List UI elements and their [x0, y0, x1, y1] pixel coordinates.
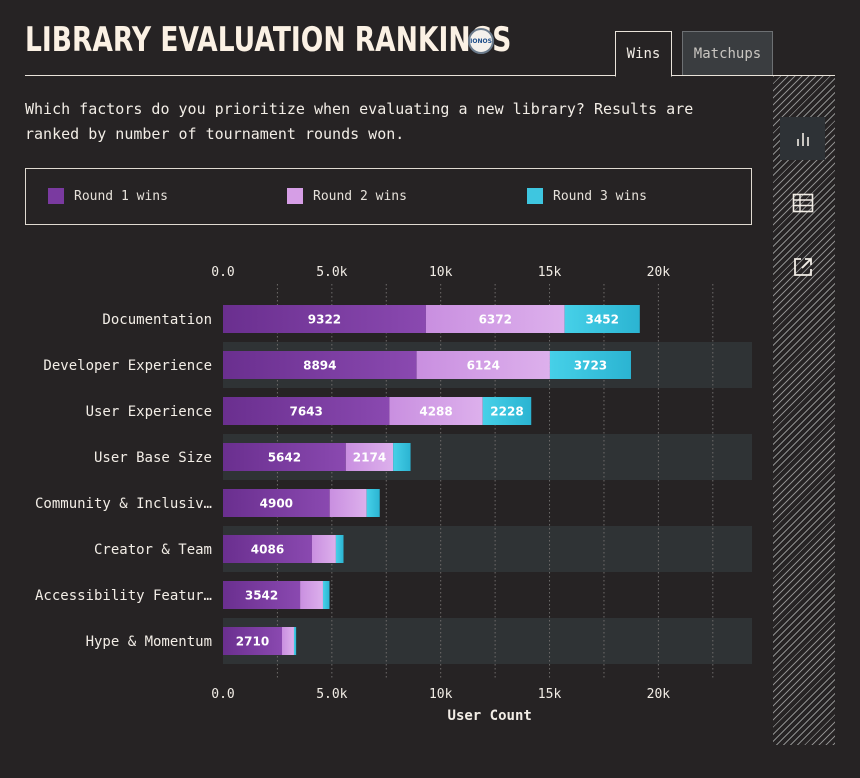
- ionos-logo: IONOS: [468, 28, 494, 54]
- bar-segment-round3: [322, 581, 330, 609]
- legend-item-round3: Round 3 wins: [527, 188, 647, 204]
- tab-matchups[interactable]: Matchups: [682, 31, 773, 75]
- legend-label-round2: Round 2 wins: [313, 188, 407, 204]
- open-external-button[interactable]: [780, 245, 825, 288]
- table-view-button[interactable]: [780, 181, 825, 224]
- x-tick-label-top: 0.0: [211, 265, 234, 280]
- chart-view-button[interactable]: [780, 117, 825, 160]
- bar-segment-round3: [549, 351, 631, 379]
- data-label: 3542: [245, 589, 278, 603]
- data-label: 5642: [268, 451, 301, 465]
- data-label: 8894: [303, 359, 336, 373]
- data-label: 2174: [353, 451, 386, 465]
- data-label: 4086: [251, 543, 284, 557]
- category-label: Hype & Momentum: [86, 634, 212, 650]
- bar-segment-round1: [223, 351, 417, 379]
- bar-segment-round2: [300, 581, 323, 609]
- data-label: 3723: [574, 359, 607, 373]
- bar-segment-round3: [293, 627, 297, 655]
- page-title: LIBRARY EVALUATION RANKINGS: [25, 20, 512, 60]
- title-divider: [25, 75, 835, 76]
- chart-legend: Round 1 wins Round 2 wins Round 3 wins: [25, 168, 752, 225]
- category-label: Creator & Team: [94, 542, 212, 558]
- data-label: 4288: [419, 405, 452, 419]
- bar-segment-round2: [416, 351, 550, 379]
- bar-segment-round2: [281, 627, 294, 655]
- bar-segment-round1: [223, 535, 312, 563]
- sidebar-panel: [773, 76, 835, 745]
- x-tick-label-bottom: 0.0: [211, 687, 234, 702]
- bar-segment-round1: [223, 627, 282, 655]
- bar-segment-round3: [482, 397, 532, 425]
- x-tick-label-bottom: 20k: [647, 687, 671, 702]
- data-label: 2710: [236, 635, 269, 649]
- category-label: User Base Size: [94, 450, 212, 466]
- category-label: Developer Experience: [43, 358, 212, 374]
- bar-segment-round1: [223, 397, 390, 425]
- data-label: 6372: [479, 313, 512, 327]
- bar-segment-round2: [345, 443, 394, 471]
- x-tick-label-bottom: 10k: [429, 687, 453, 702]
- bar-segment-round3: [366, 489, 380, 517]
- bar-segment-round2: [329, 489, 367, 517]
- legend-swatch-round2: [287, 188, 303, 204]
- data-label: 4900: [260, 497, 293, 511]
- bar-segment-round2: [425, 305, 565, 333]
- bar-segment-round3: [393, 443, 411, 471]
- category-label: User Experience: [86, 404, 212, 420]
- x-tick-label-bottom: 5.0k: [316, 687, 347, 702]
- category-label: Accessibility Featur…: [35, 588, 212, 604]
- x-tick-label-top: 5.0k: [316, 265, 347, 280]
- x-tick-label-bottom: 15k: [538, 687, 562, 702]
- legend-label-round3: Round 3 wins: [553, 188, 647, 204]
- x-tick-label-top: 10k: [429, 265, 453, 280]
- tab-wins[interactable]: Wins: [615, 31, 672, 77]
- bar-segment-round2: [389, 397, 483, 425]
- bar-segment-round3: [564, 305, 640, 333]
- data-label: 6124: [467, 359, 500, 373]
- data-label: 7643: [289, 405, 322, 419]
- legend-swatch-round1: [48, 188, 64, 204]
- intro-text: Which factors do you prioritize when eva…: [25, 100, 694, 143]
- legend-swatch-round3: [527, 188, 543, 204]
- bar-segment-round1: [223, 581, 301, 609]
- x-tick-label-top: 15k: [538, 265, 562, 280]
- bar-chart-icon: [796, 132, 809, 146]
- row-band: [223, 618, 752, 664]
- data-label: 3452: [586, 313, 619, 327]
- legend-item-round2: Round 2 wins: [287, 188, 407, 204]
- bar-segment-round1: [223, 489, 330, 517]
- bar-segment-round1: [223, 443, 346, 471]
- x-tick-label-top: 20k: [647, 265, 671, 280]
- category-label: Documentation: [102, 312, 212, 328]
- x-axis-title: User Count: [448, 708, 532, 724]
- external-link-icon: [793, 257, 812, 276]
- data-label: 2228: [490, 405, 523, 419]
- category-label: Community & Inclusiv…: [35, 496, 212, 512]
- bar-segment-round2: [311, 535, 336, 563]
- data-label: 9322: [308, 313, 341, 327]
- legend-item-round1: Round 1 wins: [48, 188, 168, 204]
- table-icon: [792, 193, 813, 212]
- bar-segment-round1: [223, 305, 426, 333]
- legend-label-round1: Round 1 wins: [74, 188, 168, 204]
- bar-segment-round3: [335, 535, 344, 563]
